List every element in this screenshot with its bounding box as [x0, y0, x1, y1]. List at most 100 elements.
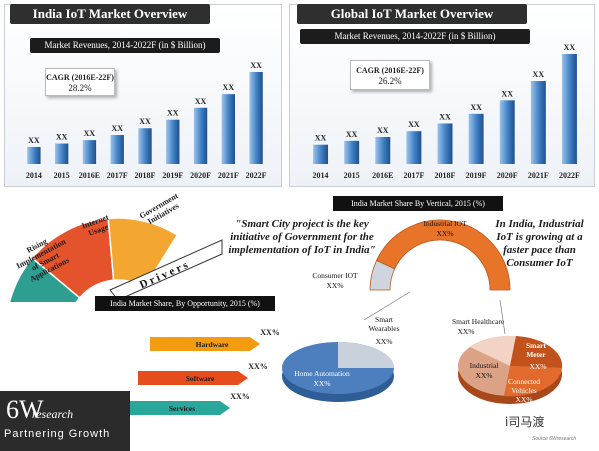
brand-logo: 6W research Partnering Growth [0, 391, 130, 451]
data-label: XX [111, 124, 123, 133]
data-label: XX [139, 117, 151, 126]
bar-2018F [437, 123, 453, 164]
india-panel-title: India IoT Market Overview [10, 4, 210, 24]
data-label: XX [408, 120, 420, 129]
logo-tagline: Partnering Growth [4, 428, 111, 440]
india-cagr-label: CAGR (2016E-22F) [46, 73, 114, 82]
data-label: XX [195, 97, 207, 106]
bar-2020F [499, 100, 515, 164]
arrow-hardware [150, 337, 260, 351]
consumer-iot-label: Consumer IOT [312, 271, 358, 280]
bar-2016E [82, 140, 97, 164]
global-bar-chart: XX 2014 XX 2015 XX 2016E XX 2017F XX 2018F XX 2019F… [313, 43, 580, 180]
tick-label: 2018F [135, 171, 156, 180]
connector-line [363, 291, 411, 321]
tick-label: 2014 [26, 171, 42, 180]
bar-2017F [406, 131, 422, 164]
smart-wearables-slice [338, 342, 394, 368]
data-label: XX [28, 136, 40, 145]
data-label: XX [439, 112, 451, 121]
data-label: XX% [260, 328, 280, 337]
tick-label: 2016E [372, 171, 393, 180]
vertical-chart-title: India Market Share By Vertical, 2015 (%) [333, 196, 503, 211]
industrial-iot-value: XX% [436, 229, 453, 238]
india-cagr-box: CAGR (2016E-22F) 28.2% [45, 68, 115, 96]
bar-2017F [110, 135, 124, 164]
smart-wearables-label: Smart Wearables [368, 315, 399, 333]
smart-healthcare-slice [470, 335, 516, 366]
connector-line [499, 299, 506, 335]
bar-2022F [561, 54, 577, 164]
connected-vehicles-value: XX% [515, 395, 532, 404]
bar-2019F [468, 113, 484, 164]
tick-label: 2017F [107, 171, 128, 180]
tick-label: 2018F [435, 171, 456, 180]
smart-wearables-value: XX% [375, 337, 392, 346]
tick-label: 2019F [162, 171, 183, 180]
data-label: XX% [248, 362, 268, 371]
industrial-iot-label: Industrial IOT [423, 219, 467, 228]
logo-main: 6W [6, 395, 44, 424]
global-panel-title: Global IoT Market Overview [297, 4, 527, 24]
smart-meter-label: Smart Meter [526, 341, 546, 359]
driver-govt-initiatives [107, 217, 179, 289]
consumer-iot-value: XX% [326, 281, 343, 290]
bar-2014 [27, 146, 41, 164]
india-cagr-value: 28.2% [68, 83, 92, 93]
smart-city-quote: "Smart City project is the key initiativ… [228, 218, 376, 256]
industrial-label: Industrial [470, 361, 499, 370]
home-automation-label: Home Automation [294, 369, 350, 378]
data-label: XX [377, 126, 389, 135]
bar-2021F [221, 94, 235, 164]
smart-meter-value: XX% [529, 362, 546, 371]
data-label: XX [501, 89, 513, 98]
bar-2021F [530, 81, 546, 164]
data-label: XX [470, 103, 482, 112]
category-label: Services [169, 404, 195, 413]
bar-2014 [313, 144, 329, 164]
tick-label: 2015 [344, 171, 360, 180]
data-label: XX% [230, 392, 250, 401]
tick-label: 2021F [528, 171, 549, 180]
data-label: XX [223, 83, 235, 92]
connected-vehicles-label: Connected Vehicles [508, 377, 540, 395]
tick-label: 2015 [54, 171, 70, 180]
global-chart-title: Market Revenues, 2014-2022F (in $ Billio… [300, 29, 530, 44]
logo-sub: research [32, 407, 74, 421]
bar-2020F [193, 107, 208, 164]
tick-label: 2020F [190, 171, 211, 180]
tick-label: 2019F [466, 171, 487, 180]
tick-label: 2020F [497, 171, 518, 180]
opportunity-bar-chart: Hardware XX% Software XX% Services XX% [120, 328, 280, 415]
data-label: XX [250, 61, 262, 70]
data-label: XX [533, 70, 545, 79]
home-automation-value: XX% [313, 379, 330, 388]
global-cagr-label: CAGR (2016E-22F) [356, 66, 424, 75]
smart-healthcare-value: XX% [457, 327, 474, 336]
tick-label: 2014 [313, 171, 329, 180]
tick-label: 2021F [218, 171, 239, 180]
tick-label: 2017F [403, 171, 424, 180]
india-chart-title: Market Revenues, 2014-2022F (in $ Billio… [30, 38, 220, 53]
arrow-services [120, 401, 230, 415]
data-label: XX [84, 129, 96, 138]
global-cagr-box: CAGR (2016E-22F) 26.2% [350, 60, 430, 90]
data-label: XX [564, 43, 576, 52]
industrial-growth-quote: In India, Industrial IoT is growing at a… [495, 218, 584, 269]
bar-2015 [344, 140, 360, 164]
smart-meter-slice [510, 336, 563, 368]
tick-label: 2022F [559, 171, 580, 180]
data-label: XX [56, 133, 68, 142]
connected-vehicles-slice [504, 366, 562, 397]
category-label: Software [186, 374, 215, 383]
arrow-software [138, 371, 248, 385]
bar-2016E [375, 136, 391, 164]
bar-2022F [249, 72, 263, 164]
india-bar-chart: XX 2014 XX 2015 XX 2016E XX 2017F XX 2018F XX 2019F… [26, 61, 267, 180]
smart-healthcare-label: Smart Healthcare [452, 317, 505, 326]
global-cagr-value: 26.2% [378, 76, 402, 86]
bar-2019F [166, 119, 180, 164]
watermark: i司马渡 [505, 415, 545, 429]
industrial-value: XX% [475, 371, 492, 380]
